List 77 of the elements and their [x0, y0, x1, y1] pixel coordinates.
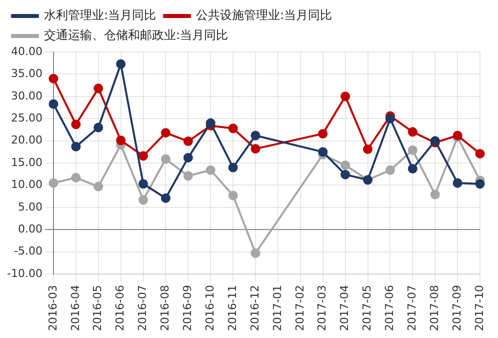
- point: [183, 171, 193, 181]
- point: [250, 144, 260, 154]
- point: [71, 172, 81, 182]
- point: [138, 179, 148, 189]
- x-tick-label: 2017-09: [450, 285, 464, 332]
- x-tick-label: 2016-05: [91, 285, 104, 332]
- y-tick-label: 10.00: [10, 178, 42, 192]
- point: [48, 74, 58, 84]
- point: [408, 164, 418, 174]
- y-tick-label: 30.00: [10, 89, 42, 102]
- x-tick-label: 2016-07: [136, 285, 150, 332]
- point: [408, 127, 418, 137]
- x-tick-label: 2017-01: [270, 285, 284, 332]
- point: [385, 165, 395, 175]
- y-tick-label: 20.00: [10, 134, 42, 147]
- point: [228, 190, 238, 200]
- point: [71, 120, 81, 130]
- x-tick-label: 2016-08: [158, 285, 172, 332]
- point: [408, 145, 418, 155]
- y-tick-label: 40.00: [10, 44, 42, 58]
- point: [138, 195, 148, 205]
- point: [138, 151, 148, 161]
- point: [116, 136, 126, 146]
- point: [48, 178, 58, 188]
- y-tick-label: 35.00: [10, 67, 42, 80]
- point: [250, 130, 260, 140]
- point: [160, 154, 170, 164]
- point: [318, 147, 328, 157]
- point: [430, 190, 440, 200]
- legend-label: 水利管理业:当月同比: [44, 8, 156, 22]
- point: [452, 178, 462, 188]
- y-tick-label: 0.00: [18, 222, 42, 236]
- point: [71, 142, 81, 152]
- x-tick-label: 2017-04: [338, 285, 352, 332]
- point: [48, 99, 58, 109]
- point: [160, 193, 170, 203]
- y-tick-label: -10.00: [6, 266, 42, 280]
- x-tick-label: 2016-03: [46, 285, 60, 332]
- point: [228, 162, 238, 172]
- point: [116, 59, 126, 69]
- x-tick-label: 2017-02: [293, 285, 306, 332]
- y-tick-label: 25.00: [10, 111, 42, 124]
- point: [94, 122, 104, 132]
- point: [160, 128, 170, 138]
- point: [363, 144, 373, 154]
- point: [475, 179, 485, 189]
- point: [340, 92, 350, 102]
- x-tick-label: 2016-11: [226, 285, 239, 332]
- point: [228, 124, 238, 134]
- point: [206, 118, 216, 128]
- point: [475, 148, 485, 158]
- point: [318, 128, 328, 138]
- legend-label: 公共设施管理业:当月同比: [196, 8, 332, 22]
- y-tick-label: -5.00: [14, 244, 42, 258]
- x-tick-label: 2017-06: [383, 285, 396, 332]
- point: [94, 182, 104, 192]
- x-tick-label: 2017-03: [316, 285, 329, 332]
- point: [340, 170, 350, 180]
- x-tick-label: 2016-04: [68, 285, 82, 332]
- x-tick-label: 2016-06: [114, 285, 127, 332]
- x-tick-label: 2017-08: [428, 285, 441, 332]
- point: [183, 136, 193, 146]
- point: [206, 165, 216, 175]
- legend-label: 交通运输、仓储和邮政业:当月同比: [44, 28, 228, 42]
- x-tick-label: 2017-10: [472, 285, 486, 332]
- point: [340, 160, 350, 170]
- point: [183, 152, 193, 162]
- y-tick-label: 5.00: [18, 200, 42, 214]
- point: [94, 84, 104, 94]
- x-tick-label: 2016-12: [248, 285, 262, 332]
- x-tick-label: 2016-10: [203, 285, 216, 332]
- x-tick-label: 2017-07: [406, 285, 419, 332]
- x-tick-label: 2016-09: [181, 285, 194, 332]
- point: [250, 248, 260, 258]
- x-tick-label: 2017-05: [360, 285, 374, 332]
- y-tick-label: 15.00: [10, 156, 42, 169]
- point: [385, 114, 395, 124]
